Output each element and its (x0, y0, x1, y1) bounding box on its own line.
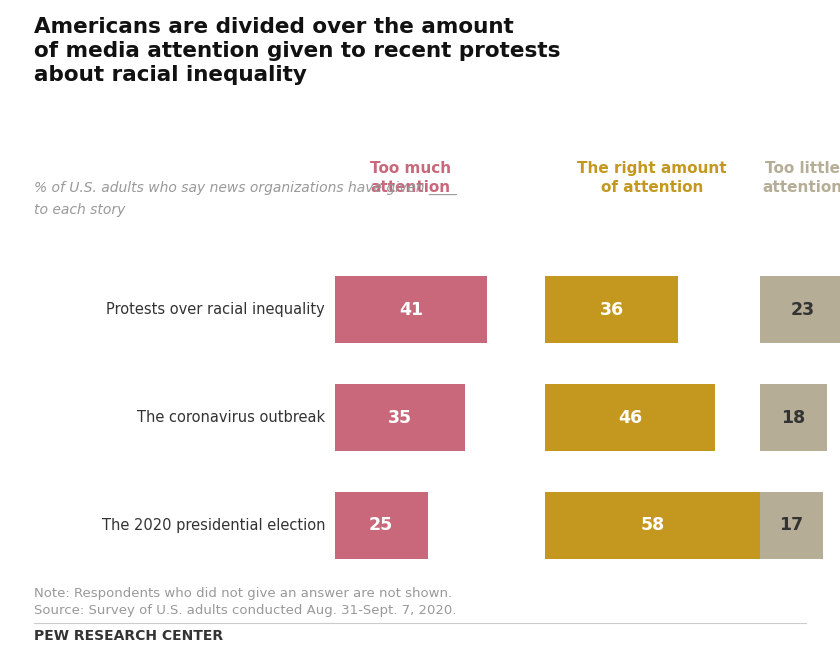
Bar (760, 492, 823, 559)
Bar (760, 384, 827, 452)
Text: The 2020 presidential election: The 2020 presidential election (102, 518, 325, 533)
Text: Note: Respondents who did not give an answer are not shown.: Note: Respondents who did not give an an… (34, 587, 452, 601)
Text: Too much
attention: Too much attention (370, 161, 451, 195)
Bar (335, 384, 465, 452)
Text: Source: Survey of U.S. adults conducted Aug. 31-Sept. 7, 2020.: Source: Survey of U.S. adults conducted … (34, 604, 456, 617)
Text: 41: 41 (399, 300, 423, 319)
Text: The coronavirus outbreak: The coronavirus outbreak (137, 410, 325, 425)
Text: PEW RESEARCH CENTER: PEW RESEARCH CENTER (34, 629, 223, 643)
Text: 23: 23 (790, 300, 815, 319)
Text: 25: 25 (369, 516, 393, 535)
Text: 36: 36 (600, 300, 623, 319)
Text: The right amount
of attention: The right amount of attention (577, 161, 727, 195)
Text: 18: 18 (781, 408, 806, 427)
Bar (335, 492, 428, 559)
Bar (335, 276, 486, 344)
Text: to each story: to each story (34, 203, 125, 217)
Text: Protests over racial inequality: Protests over racial inequality (106, 302, 325, 317)
Text: Americans are divided over the amount
of media attention given to recent protest: Americans are divided over the amount of… (34, 17, 560, 85)
Text: 46: 46 (618, 408, 642, 427)
Bar (545, 492, 759, 559)
Bar (545, 276, 678, 344)
Bar (760, 276, 840, 344)
Bar (545, 384, 715, 452)
Text: 35: 35 (388, 408, 412, 427)
Text: % of U.S. adults who say news organizations have given ____: % of U.S. adults who say news organizati… (34, 181, 456, 195)
Text: 58: 58 (640, 516, 664, 535)
Text: 17: 17 (780, 516, 804, 535)
Text: Too little
attention: Too little attention (763, 161, 840, 195)
